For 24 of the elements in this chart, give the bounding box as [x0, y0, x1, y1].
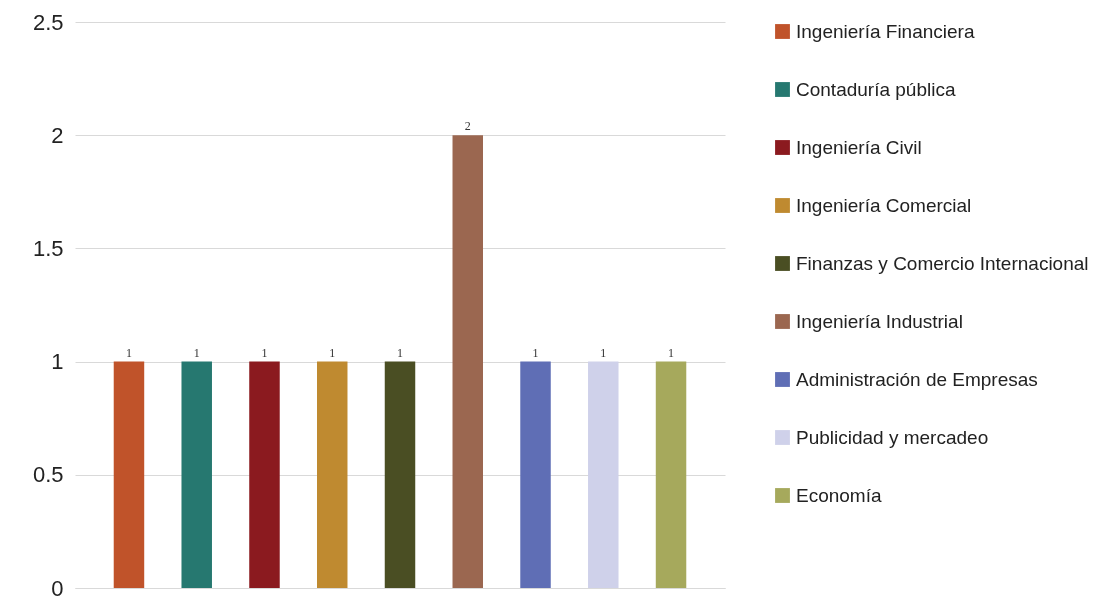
data-label: 1 — [397, 345, 403, 360]
data-label: 2 — [464, 119, 471, 134]
legend-label: Ingeniería Industrial — [796, 310, 963, 332]
data-label: 1 — [125, 345, 132, 360]
y-tick-label: 0 — [51, 575, 64, 601]
y-tick-label: 2.5 — [32, 9, 64, 35]
legend-label: Ingeniería Civil — [796, 136, 922, 158]
y-tick-label: 1.5 — [32, 235, 64, 261]
legend-label: Publicidad y mercadeo — [796, 426, 989, 448]
legend-label: Ingeniería Financiera — [796, 20, 975, 42]
legend-label: Contaduría pública — [796, 78, 956, 100]
legend-label: Administración de Empresas — [796, 368, 1038, 390]
legend-label: Ingeniería Comercial — [796, 194, 972, 216]
y-tick-label: 0.5 — [32, 462, 64, 488]
legend-label: Finanzas y Comercio Internacional — [796, 252, 1089, 274]
legend-label: Economía — [796, 484, 882, 506]
data-label: 1 — [261, 345, 268, 360]
data-label: 1 — [668, 345, 675, 360]
data-label: 1 — [600, 345, 607, 360]
y-tick-label: 1 — [51, 349, 64, 375]
y-tick-label: 2 — [51, 122, 64, 148]
data-label: 1 — [193, 345, 200, 360]
data-label: 1 — [532, 345, 539, 360]
data-label: 1 — [329, 345, 336, 360]
